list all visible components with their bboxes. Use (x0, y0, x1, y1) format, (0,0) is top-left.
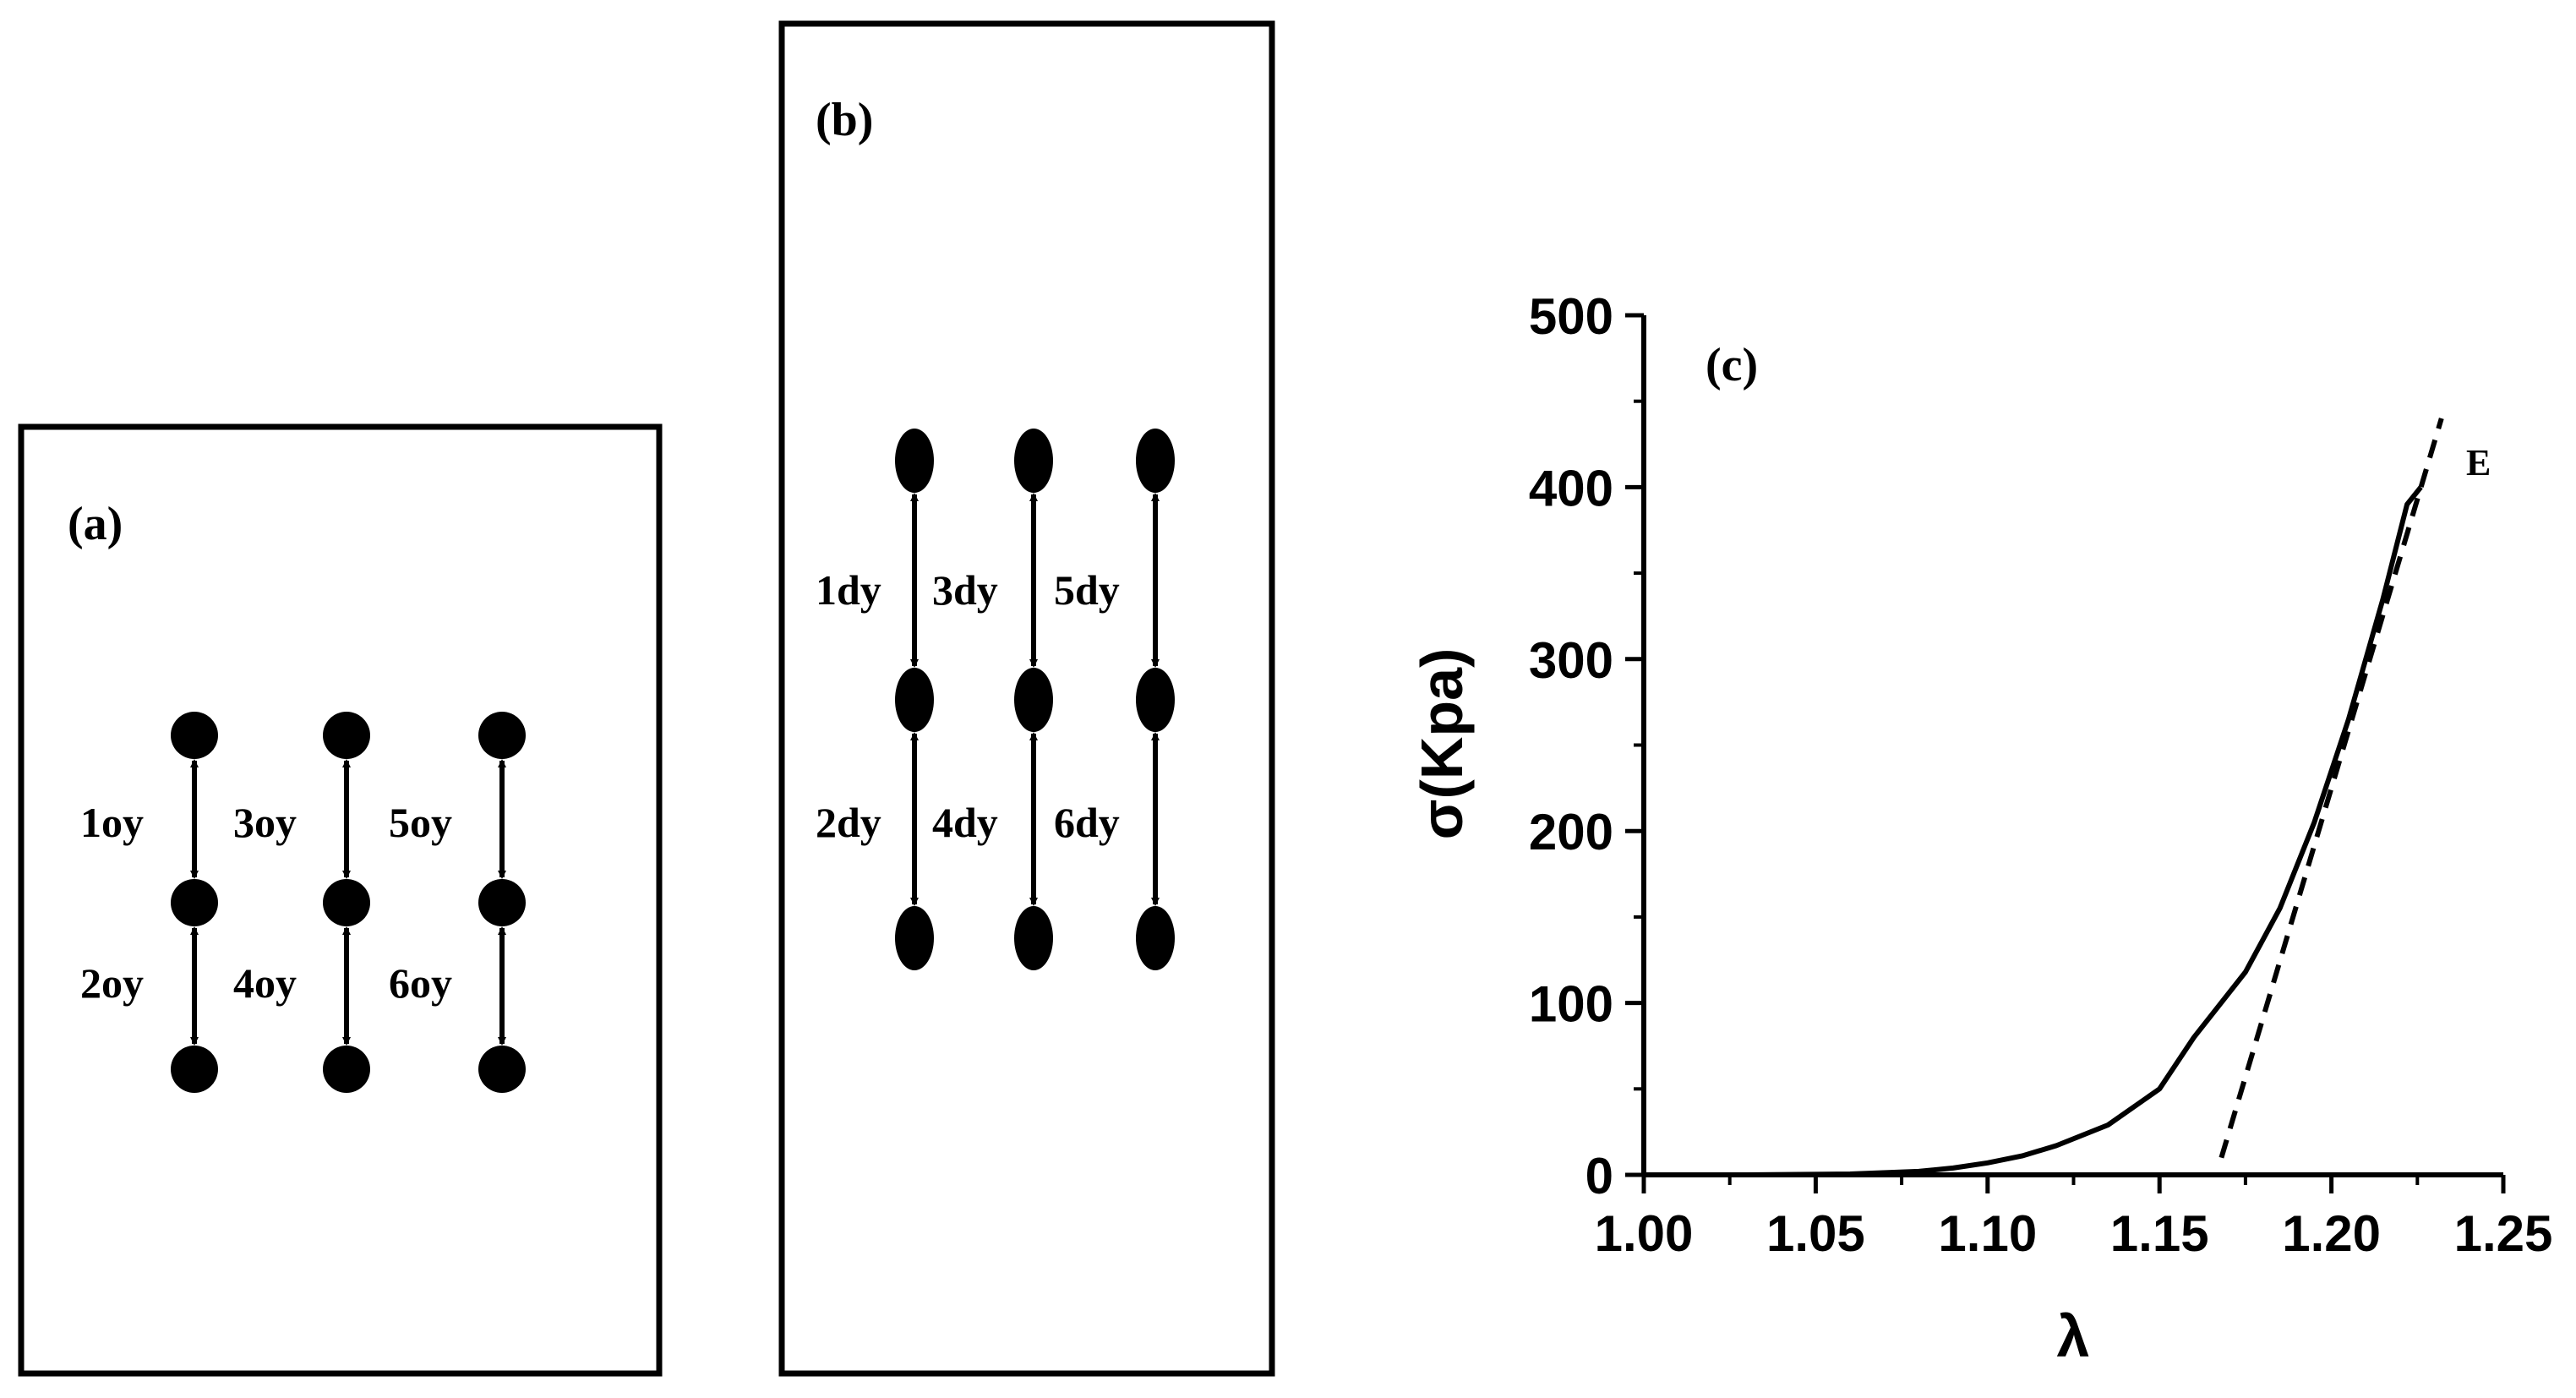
x-axis-title: λ (2057, 1303, 2090, 1369)
label-2oy: 2oy (80, 959, 144, 1007)
label-6oy: 6oy (389, 959, 452, 1007)
label-5dy: 5dy (1054, 566, 1120, 614)
panel-b: (b) 1dy 3dy 5dy 2dy 4d (778, 20, 1275, 1377)
node-b-3-mid (1136, 668, 1175, 732)
node-a-3-mid (478, 879, 526, 926)
label-1dy: 1dy (816, 566, 881, 614)
panel-a-label: (a) (68, 498, 123, 550)
x-tick-label: 1.20 (2282, 1205, 2381, 1262)
label-4oy: 4oy (233, 959, 297, 1007)
node-a-2-mid (323, 879, 370, 926)
label-5oy: 5oy (389, 799, 452, 846)
dashed-line-e (2219, 418, 2444, 1159)
node-b-2-top (1014, 429, 1053, 493)
y-tick-label: 300 (1529, 632, 1613, 689)
node-b-1-mid (895, 668, 934, 732)
node-a-1-top (171, 712, 218, 759)
node-a-3-bot (478, 1046, 526, 1093)
panel-c-label: (c) (1706, 339, 1758, 391)
panel-a-arrows (190, 759, 506, 1046)
y-tick-label: 200 (1529, 804, 1613, 860)
x-tick-label: 1.00 (1595, 1205, 1694, 1262)
label-2dy: 2dy (816, 799, 881, 846)
node-a-2-top (323, 712, 370, 759)
panel-c-chart: 1.00 1.05 1.10 1.15 1.20 1.25 0 100 200 300 400 500… (1409, 288, 2552, 1369)
chart-series (1644, 418, 2444, 1177)
panel-b-nodes (895, 429, 1175, 970)
x-tick-label: 1.10 (1938, 1205, 2037, 1262)
panel-b-arrows (910, 493, 1160, 906)
node-a-2-bot (323, 1046, 370, 1093)
axis-ticks (1625, 313, 2506, 1193)
node-b-1-top (895, 429, 934, 493)
panel-b-frame (778, 20, 1275, 1377)
axis-tick-labels: 1.00 1.05 1.10 1.15 1.20 1.25 0 100 200 300 400 500 (1529, 288, 2553, 1262)
node-b-3-bot (1136, 906, 1175, 970)
y-axis-title: σ(Kpa) (1409, 648, 1475, 840)
label-4dy: 4dy (932, 799, 998, 846)
node-b-2-bot (1014, 906, 1053, 970)
label-6dy: 6dy (1054, 799, 1120, 846)
node-b-1-bot (895, 906, 934, 970)
x-tick-label: 1.25 (2454, 1205, 2553, 1262)
y-tick-label: 500 (1529, 288, 1613, 345)
panel-a-nodes (171, 712, 526, 1093)
y-tick-label: 100 (1529, 976, 1613, 1033)
node-b-3-top (1136, 429, 1175, 493)
y-tick-label: 400 (1529, 460, 1613, 516)
stress-curve (1644, 485, 2423, 1177)
x-tick-label: 1.05 (1766, 1205, 1865, 1262)
x-tick-label: 1.15 (2110, 1205, 2209, 1262)
y-tick-label: 0 (1585, 1148, 1613, 1204)
node-a-3-top (478, 712, 526, 759)
panel-a: (a) 1oy 3oy 5oy 2oy 4o (18, 423, 663, 1377)
label-1oy: 1oy (80, 799, 144, 846)
label-3dy: 3dy (932, 566, 998, 614)
panel-b-label: (b) (816, 94, 873, 146)
node-b-2-mid (1014, 668, 1053, 732)
panel-a-frame (18, 423, 663, 1377)
node-a-1-mid (171, 879, 218, 926)
node-a-1-bot (171, 1046, 218, 1093)
series-e-label: E (2466, 442, 2491, 483)
label-3oy: 3oy (233, 799, 297, 846)
